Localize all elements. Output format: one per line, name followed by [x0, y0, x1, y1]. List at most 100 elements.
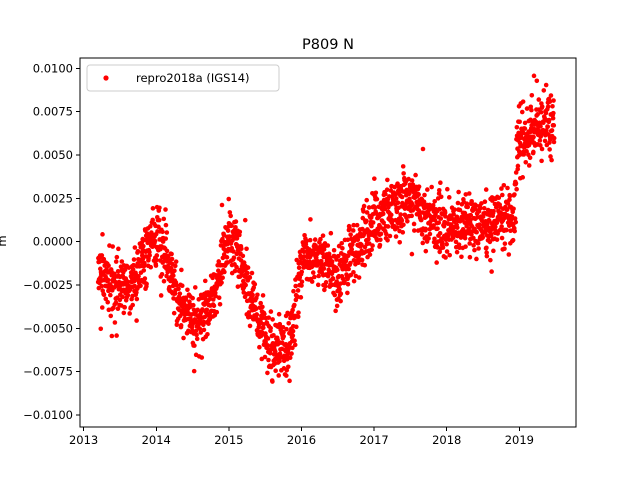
data-point: [473, 203, 479, 209]
data-point: [161, 258, 166, 264]
data-point: [295, 314, 301, 320]
data-point: [138, 283, 143, 289]
data-point: [420, 240, 426, 246]
data-point: [174, 322, 180, 328]
data-point: [113, 300, 119, 305]
data-point: [551, 135, 557, 141]
data-point: [452, 207, 457, 212]
data-point: [436, 187, 442, 193]
data-point: [487, 239, 493, 245]
data-point: [440, 240, 445, 246]
data-point: [522, 126, 528, 131]
data-point: [134, 318, 139, 323]
data-point: [150, 206, 156, 211]
data-point: [513, 181, 519, 186]
data-point: [268, 325, 273, 331]
data-point: [163, 207, 168, 212]
data-point: [459, 254, 464, 260]
data-point: [235, 284, 241, 289]
data-point: [109, 333, 115, 339]
data-point: [351, 269, 356, 275]
data-point: [204, 307, 210, 313]
data-point: [471, 243, 476, 248]
data-point: [159, 271, 165, 277]
data-point: [156, 217, 162, 223]
data-point: [233, 225, 238, 230]
data-point: [200, 308, 205, 313]
data-point: [190, 295, 195, 301]
x-tick-label: 2019: [505, 433, 534, 447]
data-point: [173, 259, 179, 264]
y-tick-label: 0.0000: [33, 235, 73, 249]
data-point: [361, 203, 367, 209]
data-point: [377, 242, 383, 248]
data-point: [436, 220, 442, 225]
data-point: [191, 302, 196, 308]
data-point: [484, 245, 489, 251]
data-point: [502, 241, 508, 246]
data-point: [312, 237, 318, 242]
data-point: [366, 205, 372, 210]
data-point: [364, 218, 369, 224]
data-point: [543, 110, 549, 116]
data-point: [455, 225, 460, 230]
data-point: [541, 88, 547, 93]
data-point: [211, 303, 217, 309]
data-point: [161, 278, 167, 284]
data-point: [453, 239, 459, 245]
x-tick-label: 2015: [214, 433, 243, 447]
data-point: [362, 262, 368, 268]
data-point: [181, 335, 186, 341]
data-point: [374, 196, 380, 202]
data-point: [472, 247, 477, 253]
data-point: [98, 326, 104, 332]
data-point: [330, 276, 336, 282]
data-point: [332, 292, 338, 298]
data-point: [338, 298, 343, 304]
data-point: [272, 344, 277, 349]
data-point: [101, 292, 107, 298]
data-point: [334, 303, 340, 309]
data-point: [131, 278, 137, 284]
data-point: [260, 293, 266, 298]
data-point: [407, 196, 412, 202]
data-point: [172, 268, 177, 274]
data-point: [482, 199, 488, 205]
data-point: [529, 107, 534, 113]
data-point: [520, 175, 526, 180]
data-point: [548, 154, 553, 159]
data-point: [195, 307, 200, 313]
data-point: [176, 286, 181, 292]
data-point: [405, 218, 410, 224]
data-point: [125, 293, 131, 298]
data-point: [342, 279, 347, 285]
data-point: [229, 223, 234, 229]
data-point: [549, 128, 555, 133]
data-point: [114, 254, 120, 260]
data-point: [499, 235, 505, 241]
data-point: [465, 204, 471, 210]
data-point: [505, 185, 510, 191]
data-point: [539, 104, 545, 109]
data-point: [216, 259, 222, 264]
data-point: [476, 246, 481, 251]
data-point: [411, 228, 417, 233]
data-point: [154, 253, 160, 258]
data-point: [168, 265, 174, 271]
data-point: [241, 260, 247, 265]
data-point: [351, 222, 356, 228]
data-point: [239, 246, 244, 252]
data-point: [265, 336, 271, 341]
data-point: [505, 201, 511, 206]
data-point: [247, 323, 253, 329]
plot-frame: [79, 57, 577, 428]
data-point: [276, 311, 282, 317]
data-point: [216, 295, 222, 301]
data-point: [290, 328, 296, 334]
data-point: [315, 282, 321, 288]
data-point: [167, 284, 172, 290]
data-point: [141, 268, 147, 273]
data-point: [457, 207, 463, 213]
data-point: [437, 206, 442, 212]
data-point: [280, 324, 286, 330]
